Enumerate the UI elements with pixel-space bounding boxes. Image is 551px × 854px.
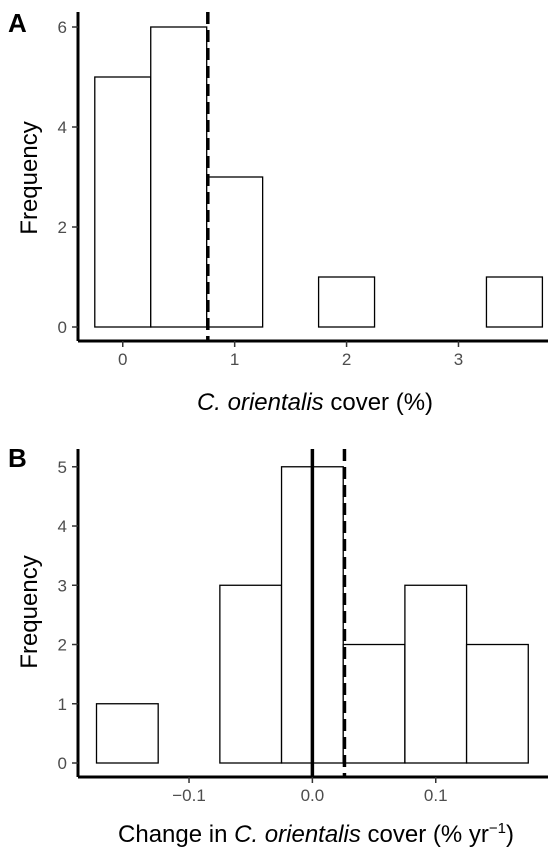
panel-b-y-axis-title: Frequency <box>16 555 43 668</box>
panel-a-x-tick-label-2: 2 <box>342 350 351 369</box>
panel-b-y-tick-label-0: 0 <box>58 754 67 773</box>
panel-a-x-tick-label-0: 0 <box>118 350 127 369</box>
panel-b-y-tick-label-4: 4 <box>58 517 67 536</box>
panel-b-x-axis-title-rest: cover (% yr <box>361 821 489 848</box>
panel-a-bar-7 <box>485 276 544 328</box>
panel-b-histogram: B 0 1 2 3 4 5 −0.1 0.0 0.1 Frequency Change in C… <box>8 443 548 848</box>
panel-b-y-tick-label-2: 2 <box>58 636 67 655</box>
panel-b-reference-lines <box>310 449 347 777</box>
panel-b-x-tick-label-2: 0.1 <box>424 786 448 805</box>
panel-a-ticks: 0 2 4 6 0 1 2 3 <box>58 18 464 369</box>
panel-b-y-tick-label-5: 5 <box>58 458 67 477</box>
panel-b-label: B <box>8 443 27 473</box>
panel-a-x-tick-label-1: 1 <box>230 350 239 369</box>
panel-b-y-tick-label-3: 3 <box>58 576 67 595</box>
panel-a-bars <box>94 26 544 328</box>
panel-b-y-tick-label-1: 1 <box>58 695 67 714</box>
panel-a-y-tick-label-2: 4 <box>58 118 67 137</box>
panel-a-label: A <box>8 8 27 38</box>
panel-a-bar-0 <box>94 76 152 328</box>
panel-b-x-axis-title-prefix: Change in <box>118 821 234 848</box>
panel-a-bar-2 <box>206 176 264 328</box>
panel-a-bar-4 <box>317 276 376 328</box>
panel-b-x-tick-label-1: 0.0 <box>301 786 325 805</box>
panel-b-x-axis-title-close: ) <box>506 821 514 848</box>
panel-a-histogram: A 0 2 4 6 0 1 2 3 Frequency C. orientalis cover… <box>8 8 548 416</box>
panel-b-bar-5 <box>404 584 468 764</box>
panel-b-bar-6 <box>465 643 529 764</box>
panel-a-x-tick-label-3: 3 <box>454 350 463 369</box>
panel-a-x-axis-title: C. orientalis cover (%) <box>197 389 433 416</box>
panel-a-y-tick-label-3: 6 <box>58 18 67 37</box>
panel-b-x-axis-title-species: C. orientalis <box>234 821 361 848</box>
panel-a-x-axis-title-rest: cover (%) <box>324 389 433 416</box>
panel-a-y-axis-title: Frequency <box>16 121 43 234</box>
panel-b-ticks: 0 1 2 3 4 5 −0.1 0.0 0.1 <box>58 458 448 805</box>
panel-b-x-axis-title: Change in C. orientalis cover (% yr−1) <box>118 820 514 848</box>
panel-a-x-axis-title-species: C. orientalis <box>197 389 324 416</box>
panel-b-x-tick-label-0: −0.1 <box>172 786 206 805</box>
panel-b-bar-4 <box>342 643 406 764</box>
panel-b-x-axis-title-superscript: −1 <box>489 820 506 837</box>
panel-b-bar-2 <box>219 584 283 764</box>
panel-b-bars <box>95 466 529 764</box>
panel-a-bar-1 <box>150 26 208 328</box>
panel-a-y-tick-label-0: 0 <box>58 318 67 337</box>
panel-a-axes <box>76 12 548 343</box>
panel-a-y-tick-label-1: 2 <box>58 218 67 237</box>
panel-b-bar-0 <box>95 703 159 764</box>
